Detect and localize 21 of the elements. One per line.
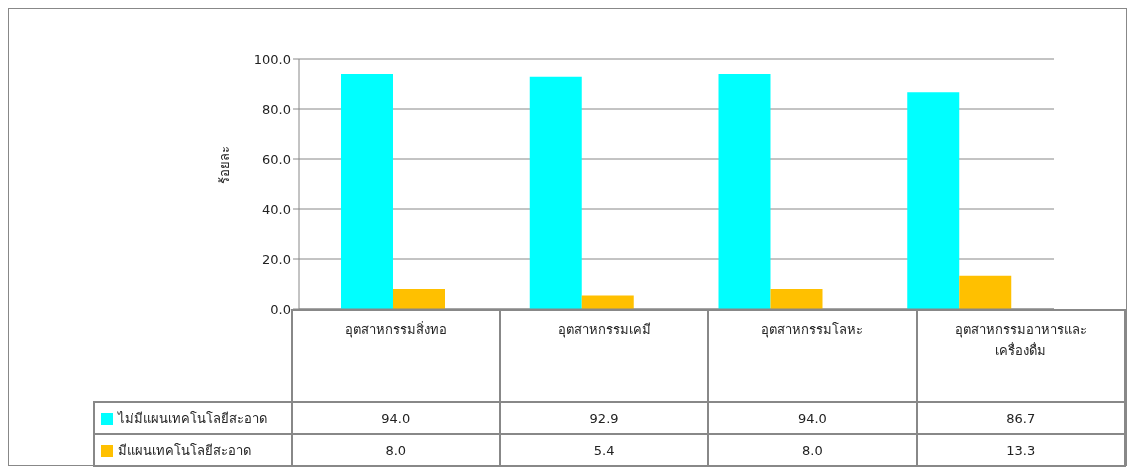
y-tick-label: 40.0 [262,201,291,217]
legend-label: ไม่มีแผนเทคโนโลยีสะอาด [118,410,267,426]
x-tick-label: อุตสาหกรรมเคมี [499,310,709,402]
data-label: 13.3 [916,434,1125,466]
data-label: 94.0 [291,402,500,434]
x-tick-label: อุตสาหกรรมโลหะ [708,310,917,402]
x-tick-label: อุตสาหกรรมอาหารและเครื่องดื่ม [916,310,1125,402]
data-label: 92.9 [499,402,709,434]
y-axis-title: ร้อยละ [216,146,232,184]
data-label: 8.0 [291,434,500,466]
data-label: 8.0 [708,434,917,466]
y-tick-label: 60.0 [262,151,291,167]
data-label: 5.4 [499,434,709,466]
data-label: 86.7 [916,402,1125,434]
x-tick-label: อุตสาหกรรมสิ่งทอ [291,310,500,402]
y-tick-label: 20.0 [262,251,291,267]
y-tick-label: 80.0 [262,101,291,117]
data-label: 94.0 [708,402,917,434]
legend-label: มีแผนเทคโนโลยีสะอาด [118,442,251,458]
y-tick-label: 0.0 [270,301,291,317]
y-tick-label: 100.0 [253,51,291,67]
